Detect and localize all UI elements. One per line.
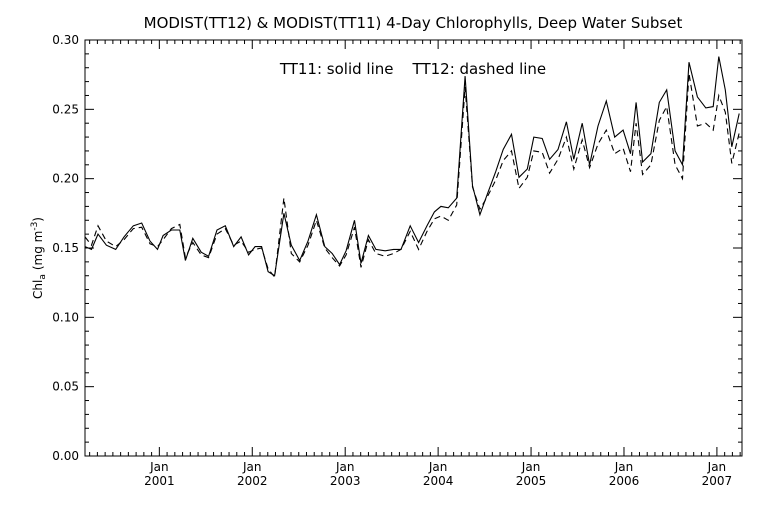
x-tick-year: 2002 <box>237 474 268 488</box>
y-axis-label-unit: (mg m <box>31 231 45 271</box>
y-tick-label: 0.05 <box>52 380 79 394</box>
y-tick-label: 0.10 <box>52 310 79 324</box>
x-tick-month: Jan <box>428 460 448 474</box>
x-tick-month: Jan <box>521 460 541 474</box>
x-tick-year: 2003 <box>330 474 361 488</box>
x-tick-month: Jan <box>707 460 727 474</box>
y-tick-label: 0.15 <box>52 241 79 255</box>
series-line-tt12 <box>84 73 740 279</box>
x-tick-month: Jan <box>335 460 355 474</box>
y-tick-label: 0.25 <box>52 102 79 116</box>
axis-ticks: 0.000.050.100.150.200.250.30Jan2001Jan20… <box>52 33 742 488</box>
line-style-annotation: TT11: solid line TT12: dashed line <box>279 60 546 78</box>
series-line-tt11 <box>84 56 740 277</box>
x-tick-year: 2005 <box>516 474 547 488</box>
x-tick-month: Jan <box>149 460 169 474</box>
x-tick-year: 2004 <box>423 474 454 488</box>
x-tick-month: Jan <box>614 460 634 474</box>
y-axis-label-exponent: -3 <box>30 222 40 231</box>
data-series <box>84 56 740 279</box>
x-tick-year: 2006 <box>609 474 640 488</box>
y-tick-label: 0.30 <box>52 33 79 47</box>
y-tick-label: 0.00 <box>52 449 79 463</box>
y-axis-label-close: ) <box>31 217 45 222</box>
x-tick-month: Jan <box>242 460 262 474</box>
chart-title: MODIST(TT12) & MODIST(TT11) 4-Day Chloro… <box>144 14 683 32</box>
svg-text:Chla(mg m-3): Chla (mg m-3) <box>30 217 48 299</box>
y-axis-label: Chla (mg m-3) <box>30 217 48 299</box>
y-tick-label: 0.20 <box>52 172 79 186</box>
x-tick-year: 2001 <box>144 474 175 488</box>
y-axis-label-sub: a <box>38 274 48 280</box>
y-axis-label-main: Chl <box>31 280 45 299</box>
x-tick-year: 2007 <box>702 474 733 488</box>
